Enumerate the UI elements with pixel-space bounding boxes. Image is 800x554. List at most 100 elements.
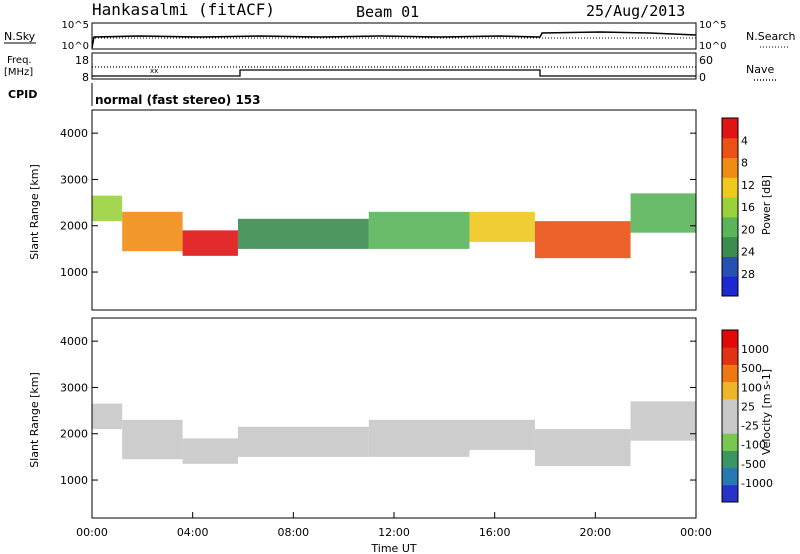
power-colorbar-tick-2: 12	[741, 179, 755, 192]
power-colorbar: 4 8 12 16 20 24 28	[721, 117, 755, 297]
velocity-colorbar-seg-3	[722, 433, 738, 451]
power-ytick-label-3: 4000	[60, 127, 88, 140]
velocity-ylabel: Slant Range [km]	[28, 372, 41, 468]
velocity-band-3	[237, 426, 369, 457]
velocity-colorbar-frame	[721, 329, 739, 503]
power-colorbar-seg-0	[722, 276, 738, 297]
velocity-band-5	[469, 419, 535, 450]
power-colorbar-tick-6: 28	[741, 268, 755, 281]
cpid-text: normal (fast stereo) 153	[95, 93, 261, 107]
power-band-4	[368, 211, 470, 249]
velocity-colorbar-seg-0	[722, 484, 738, 503]
velocity-band-6	[534, 429, 631, 467]
velocity-colorbar-tick-6: -500	[741, 458, 766, 471]
cpid-label: CPID	[8, 88, 37, 101]
velocity-colorbar-tick-7: -1000	[741, 477, 773, 490]
nave-label: Nave	[746, 63, 774, 76]
power-colorbar-label: Power [dB]	[760, 175, 773, 235]
power-colorbar-tick-4: 20	[741, 223, 755, 236]
power-ytick-label-0: 1000	[60, 266, 88, 279]
x-tick-label-3: 12:00	[378, 526, 410, 539]
power-ytick-label-1: 2000	[60, 220, 88, 233]
velocity-ytick-label-1: 2000	[60, 428, 88, 441]
power-colorbar-frame	[721, 117, 739, 297]
nsky-label: N.Sky	[4, 30, 36, 43]
power-colorbar-seg-6	[722, 157, 738, 178]
freq-outlier-marks: xx	[150, 67, 158, 75]
x-tick-label-0: 00:00	[76, 526, 108, 539]
power-band-2	[182, 230, 238, 256]
velocity-colorbar-tick-4: -25	[741, 420, 759, 433]
x-tick-label-5: 20:00	[579, 526, 611, 539]
velocity-bands	[92, 401, 696, 467]
nsearch-tick-top: 10^5	[699, 20, 726, 31]
nsearch-tick-bottom: 10^0	[699, 41, 726, 52]
velocity-colorbar-tick-5: -100	[741, 439, 766, 452]
power-colorbar-seg-1	[722, 256, 738, 277]
power-ytick-label-2: 3000	[60, 173, 88, 186]
power-colorbar-seg-2	[722, 236, 738, 257]
power-colorbar-seg-8	[722, 118, 738, 139]
velocity-colorbar-label: Velocity [m s-1]	[760, 369, 773, 455]
velocity-ytick-label-3: 4000	[60, 335, 88, 348]
power-colorbar-tick-5: 24	[741, 246, 755, 259]
velocity-colorbar-seg-2	[722, 450, 738, 469]
power-colorbar-seg-3	[722, 216, 738, 238]
freq-panel: Freq. [MHz] 18 8 60 0 Nave xx	[4, 52, 776, 84]
power-band-0	[92, 195, 123, 222]
velocity-band-0	[92, 403, 123, 430]
freq-trace	[92, 69, 696, 77]
nave-tick-bottom: 0	[699, 71, 706, 84]
nave-tick-top: 60	[699, 54, 713, 67]
velocity-ytick-label-0: 1000	[60, 474, 88, 487]
power-colorbar-tick-3: 16	[741, 201, 755, 214]
nsky-trace	[91, 31, 697, 49]
velocity-colorbar-seg-4	[722, 416, 738, 434]
velocity-colorbar-tick-1: 500	[741, 362, 762, 375]
power-band-5	[469, 211, 535, 242]
power-band-7	[630, 193, 696, 233]
velocity-band-4	[368, 419, 470, 457]
x-tick-label-1: 04:00	[177, 526, 209, 539]
velocity-colorbar-tick-2: 100	[741, 381, 762, 394]
freq-tick-top: 18	[75, 54, 89, 67]
velocity-ytick-label-2: 3000	[60, 381, 88, 394]
nsky-tick-top: 10^5	[62, 20, 89, 31]
nsky-panel: N.Sky 10^5 10^0 10^5 10^0 N.Search	[4, 20, 796, 52]
power-band-6	[534, 221, 631, 259]
velocity-colorbar-seg-7	[722, 364, 738, 383]
power-band-3	[237, 218, 369, 249]
velocity-band-2	[182, 438, 238, 464]
power-colorbar-seg-4	[722, 197, 738, 218]
power-colorbar-seg-5	[722, 177, 738, 198]
velocity-band-1	[122, 419, 183, 460]
station-title: Hankasalmi (fitACF)	[92, 0, 275, 19]
velocity-panel: 1000 2000 3000 4000 00:00 04:00 08:00 12:00 16:…	[28, 317, 773, 554]
velocity-colorbar-seg-6	[722, 381, 738, 400]
x-tick-label-4: 16:00	[479, 526, 511, 539]
power-bands	[92, 193, 696, 259]
velocity-colorbar-seg-5	[722, 398, 738, 417]
x-tick-label-6: 00:00	[680, 526, 712, 539]
beam-title: Beam 01	[356, 3, 419, 21]
velocity-colorbar: 1000 500 100 25 -25 -100 -500 -1000	[721, 329, 773, 503]
freq-tick-bottom: 8	[82, 71, 89, 84]
x-tick-label-2: 08:00	[277, 526, 309, 539]
power-band-1	[122, 211, 183, 252]
nsky-tick-bottom: 10^0	[62, 41, 89, 52]
power-colorbar-tick-1: 8	[741, 157, 748, 170]
velocity-colorbar-tick-0: 1000	[741, 343, 769, 356]
velocity-band-7	[630, 401, 696, 441]
power-colorbar-seg-7	[722, 137, 738, 159]
velocity-yticks: 1000 2000 3000 4000	[60, 335, 696, 487]
date-title: 25/Aug/2013	[586, 2, 685, 20]
power-colorbar-tick-0: 4	[741, 134, 748, 147]
nsearch-label: N.Search	[746, 30, 796, 43]
power-ylabel: Slant Range [km]	[28, 164, 41, 260]
power-yticks: 1000 2000 3000 4000	[60, 127, 696, 279]
velocity-colorbar-seg-1	[722, 467, 738, 486]
x-axis-label: Time UT	[370, 542, 416, 554]
freq-label-bottom: [MHz]	[4, 67, 33, 78]
power-panel: 1000 2000 3000 4000 Slant Range [km] 4 8 12 16…	[28, 109, 773, 311]
